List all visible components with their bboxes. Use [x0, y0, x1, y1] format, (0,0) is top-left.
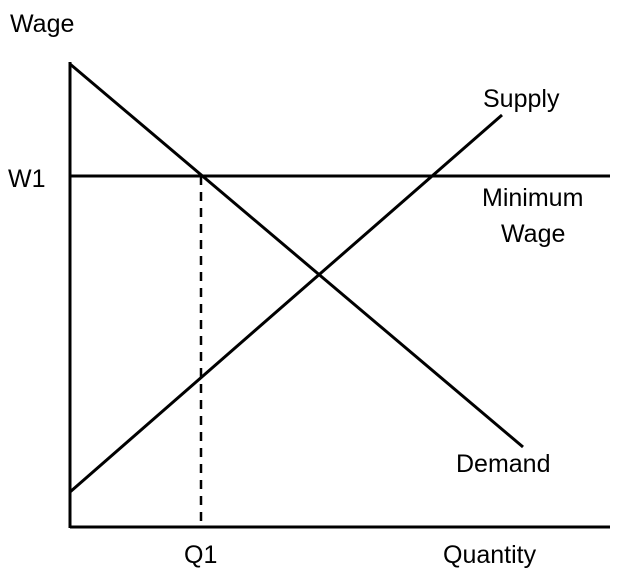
minimum-wage-label-line1: Minimum: [482, 184, 583, 212]
y-axis-label: Wage: [10, 10, 74, 38]
quantity-level-label: Q1: [184, 541, 217, 569]
supply-label: Supply: [483, 85, 560, 113]
minimum-wage-label-line2: Wage: [501, 220, 565, 248]
wage-level-label: W1: [8, 165, 46, 193]
supply-curve: [69, 113, 503, 494]
demand-curve: [69, 62, 524, 449]
x-axis-label: Quantity: [443, 541, 537, 569]
demand-label: Demand: [456, 450, 551, 478]
